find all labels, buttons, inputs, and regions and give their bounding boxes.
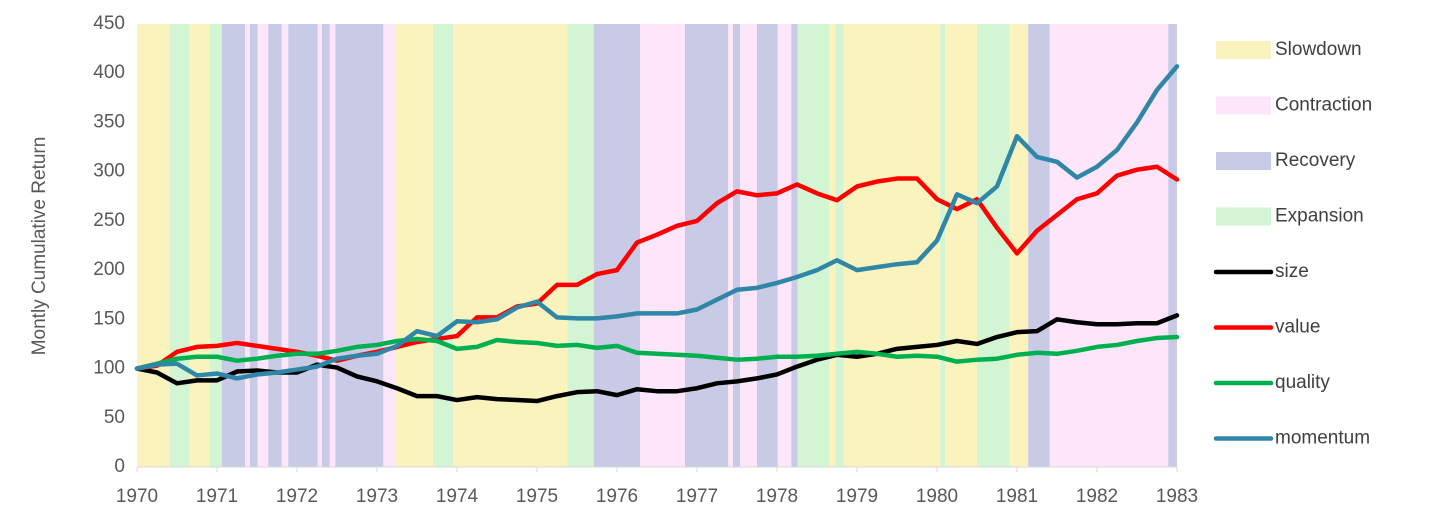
legend-swatch	[1216, 96, 1271, 115]
regime-band	[740, 24, 757, 467]
legend-swatch	[1216, 41, 1271, 59]
y-tick-label: 50	[104, 407, 125, 428]
regime-band	[945, 24, 977, 467]
regime-band	[567, 24, 594, 467]
x-tick-label: 1977	[676, 486, 718, 507]
regime-band	[221, 24, 245, 467]
regime-band	[137, 24, 170, 467]
legend-label: size	[1275, 261, 1309, 282]
regime-band	[640, 24, 685, 467]
regime-band	[169, 24, 190, 467]
regime-band	[209, 24, 222, 467]
regime-band	[288, 24, 318, 467]
y-tick-label: 250	[93, 210, 125, 231]
legend-label: quality	[1275, 372, 1330, 393]
regime-band	[1028, 24, 1050, 467]
regime-band	[321, 24, 330, 467]
series-lines	[134, 64, 1180, 404]
regime-band	[453, 24, 568, 467]
legend-label: Expansion	[1275, 206, 1364, 227]
series-line	[134, 334, 1180, 371]
regime-band	[249, 24, 258, 467]
legend-label: Recovery	[1275, 150, 1356, 171]
regime-band	[383, 24, 396, 467]
x-tick-label: 1971	[196, 486, 238, 507]
x-tick-label: 1975	[516, 486, 558, 507]
x-tick-label: 1978	[756, 486, 798, 507]
regime-band	[395, 24, 433, 467]
y-tick-label: 400	[93, 62, 125, 83]
regime-band	[777, 24, 792, 467]
legend-label: Slowdown	[1275, 39, 1362, 60]
x-tick-label: 1980	[916, 486, 958, 507]
legend: Slowdown Contraction Recovery Expansion size…	[1213, 39, 1372, 449]
regime-band	[733, 24, 741, 467]
y-tick-label: 0	[114, 456, 125, 477]
y-tick-label: 150	[93, 308, 125, 329]
regime-band	[1049, 24, 1169, 467]
regime-band	[829, 24, 836, 467]
legend-swatch	[1216, 207, 1271, 226]
axes: 0 50 100 150 200 250 300 350 400 450 1970 1971 1972 1…	[93, 13, 1198, 507]
x-tick-label: 1974	[436, 486, 479, 507]
regime-band	[791, 24, 798, 467]
regime-band	[977, 24, 1010, 467]
series-line	[134, 64, 1180, 381]
x-tick-label: 1970	[116, 486, 158, 507]
x-tick-label: 1976	[596, 486, 638, 507]
x-tick-label: 1981	[996, 486, 1038, 507]
regime-band	[940, 24, 945, 467]
y-tick-label: 350	[93, 111, 125, 132]
x-tick-label: 1982	[1076, 486, 1118, 507]
regime-band	[335, 24, 384, 467]
regime-band	[757, 24, 778, 467]
regime-band	[268, 24, 282, 467]
y-tick-label: 200	[93, 259, 125, 280]
regime-band	[317, 24, 322, 467]
regime-band	[843, 24, 941, 467]
y-axis-label: Montly Cumulative Return	[29, 137, 50, 356]
regime-band	[189, 24, 210, 467]
regime-band	[329, 24, 336, 467]
legend-label: momentum	[1275, 428, 1370, 449]
x-tick-label: 1983	[1156, 486, 1198, 507]
x-tick-label: 1972	[276, 486, 318, 507]
regime-band	[1168, 24, 1177, 467]
x-tick-label: 1979	[836, 486, 878, 507]
x-tick-label: 1973	[356, 486, 398, 507]
legend-swatch	[1216, 152, 1271, 170]
regime-band	[433, 24, 453, 467]
regime-band	[797, 24, 830, 467]
y-tick-label: 450	[93, 13, 125, 34]
regime-band	[281, 24, 289, 467]
regime-band	[257, 24, 269, 467]
legend-label: value	[1275, 317, 1320, 338]
regime-band	[685, 24, 729, 467]
y-tick-label: 100	[93, 358, 125, 379]
y-tick-label: 300	[93, 161, 125, 182]
regime-band	[835, 24, 844, 467]
regime-band	[728, 24, 733, 467]
legend-label: Contraction	[1275, 95, 1372, 116]
regime-band	[245, 24, 250, 467]
